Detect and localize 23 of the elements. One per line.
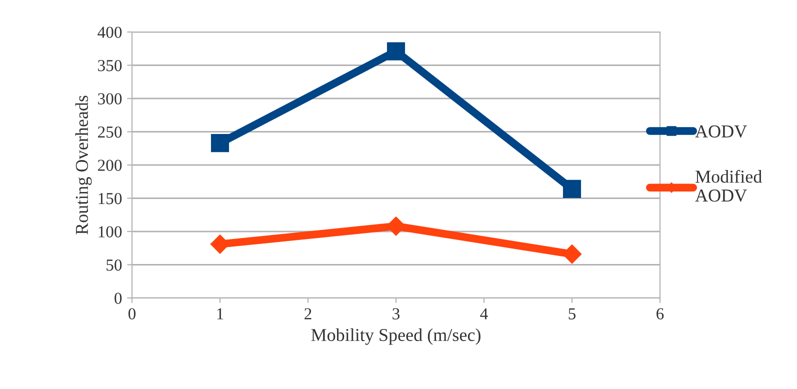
- y-tick-label: 250: [98, 126, 122, 138]
- x-axis-title: Mobility Speed (m/sec): [311, 328, 480, 345]
- legend-label: Modified AODV: [695, 170, 762, 202]
- point: [562, 180, 582, 198]
- y-tick-label: 300: [98, 93, 122, 104]
- point: [210, 134, 230, 152]
- x-tick-label: 6: [656, 308, 664, 320]
- x-tick-label: 4: [480, 308, 488, 320]
- y-tick-label: 50: [106, 259, 122, 271]
- x-tick-label: 1: [217, 308, 224, 320]
- y-tick-label: 200: [98, 160, 122, 171]
- x-tick-label: 3: [392, 308, 400, 320]
- y-tick-label: 400: [98, 26, 122, 38]
- y-tick-label: 350: [98, 60, 122, 72]
- x-tick-label: 5: [568, 308, 576, 320]
- point: [386, 42, 406, 60]
- legend-label: AODV: [695, 125, 747, 138]
- y-tick-label: 0: [114, 292, 122, 304]
- y-tick-label: 100: [98, 226, 122, 238]
- y-axis-title: Routing Overheads: [75, 96, 92, 234]
- x-tick-label: 2: [304, 308, 312, 320]
- x-tick-label: 0: [128, 308, 136, 320]
- y-tick-label: 150: [98, 192, 122, 204]
